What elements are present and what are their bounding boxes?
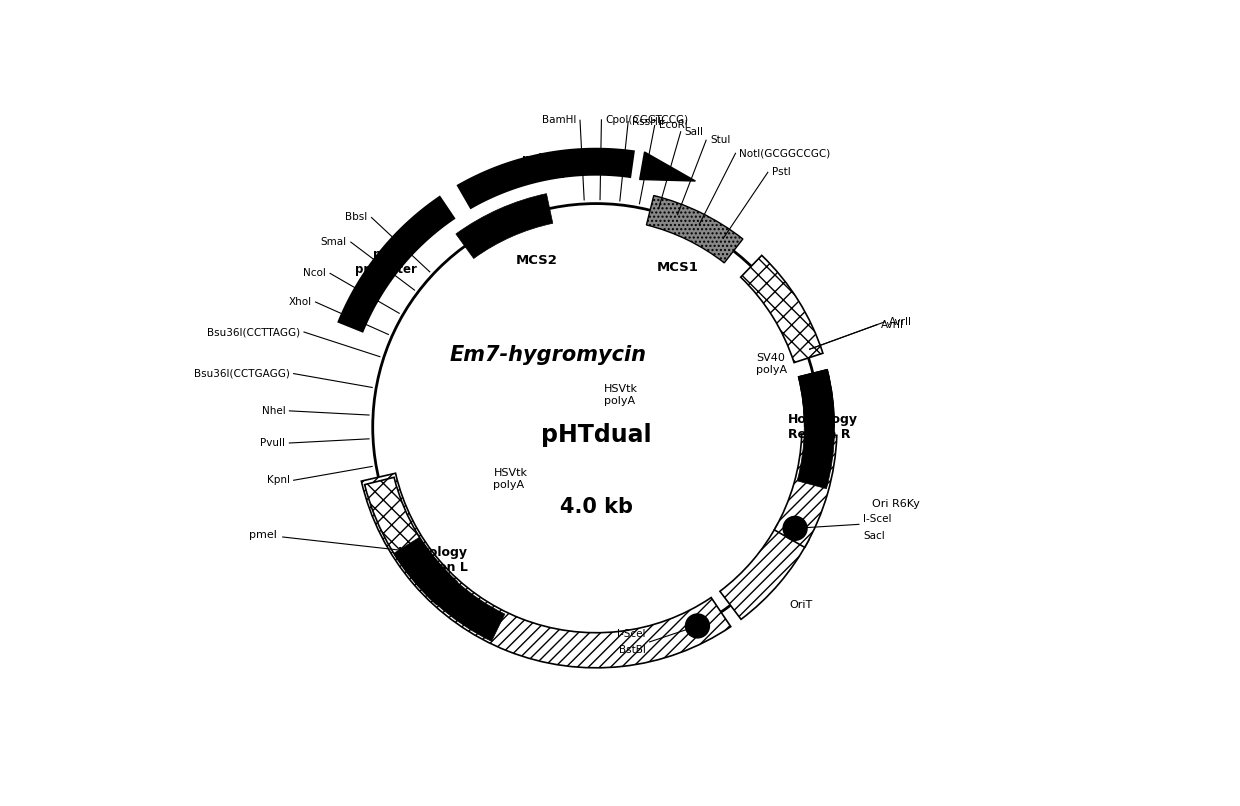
Text: p10
promoter: p10 promoter [355, 248, 417, 276]
Text: PstI: PstI [771, 168, 791, 177]
Wedge shape [456, 193, 553, 259]
Text: OriT: OriT [789, 600, 812, 610]
Text: SV40
polyA: SV40 polyA [756, 353, 787, 375]
Text: BamHI: BamHI [542, 115, 577, 125]
Text: I-SceI: I-SceI [618, 629, 646, 639]
Wedge shape [740, 256, 823, 363]
Polygon shape [640, 152, 696, 181]
Text: polh
promoter: polh promoter [505, 152, 567, 181]
Text: BbsI: BbsI [345, 213, 367, 222]
Text: MCS1: MCS1 [657, 260, 698, 273]
Text: HSVtk
polyA: HSVtk polyA [494, 468, 527, 490]
Wedge shape [774, 434, 837, 547]
Text: StuI: StuI [711, 135, 730, 145]
Polygon shape [456, 147, 635, 210]
Text: HSVtk
polyA: HSVtk polyA [604, 384, 639, 406]
Circle shape [686, 614, 709, 638]
Text: EcoRI: EcoRI [658, 120, 687, 131]
Text: AvrII: AvrII [882, 320, 904, 330]
Text: NcoI: NcoI [304, 268, 326, 278]
Text: MCS2: MCS2 [516, 254, 558, 267]
Text: NotI(GCGGCCGC): NotI(GCGGCCGC) [739, 148, 831, 158]
Text: 4.0 kb: 4.0 kb [559, 496, 632, 517]
Text: XhoI: XhoI [289, 297, 311, 307]
Wedge shape [797, 369, 835, 488]
Text: Em7-hygromycin: Em7-hygromycin [450, 345, 647, 365]
Wedge shape [799, 369, 835, 427]
Text: I-SceI: I-SceI [863, 513, 892, 524]
Wedge shape [361, 473, 730, 668]
Text: Bsu36I(CCTTAGG): Bsu36I(CCTTAGG) [207, 327, 300, 337]
Text: SacI: SacI [863, 531, 884, 542]
Text: NheI: NheI [262, 406, 285, 416]
Text: KpnI: KpnI [267, 476, 290, 485]
Wedge shape [720, 524, 808, 619]
Text: SmaI: SmaI [321, 237, 347, 247]
Text: SalI: SalI [684, 127, 704, 137]
Text: pHTdual: pHTdual [541, 423, 651, 447]
Wedge shape [365, 477, 456, 604]
Wedge shape [394, 538, 505, 642]
Text: AvrII: AvrII [889, 317, 911, 327]
Text: BstBI: BstBI [619, 645, 646, 654]
Wedge shape [646, 196, 743, 263]
Polygon shape [337, 196, 455, 333]
Text: Bsu36I(CCTGAGG): Bsu36I(CCTGAGG) [193, 368, 290, 379]
Text: PvuII: PvuII [260, 438, 285, 448]
Text: pmel: pmel [249, 530, 403, 550]
Text: Homology
Region R: Homology Region R [787, 413, 858, 441]
Text: CpoI(CGGTCCG): CpoI(CGGTCCG) [605, 115, 688, 125]
Text: Homology
Region L: Homology Region L [398, 546, 467, 575]
Text: Ori R6Ky: Ori R6Ky [873, 499, 920, 509]
Circle shape [784, 517, 807, 540]
Text: RssHII: RssHII [632, 117, 665, 127]
